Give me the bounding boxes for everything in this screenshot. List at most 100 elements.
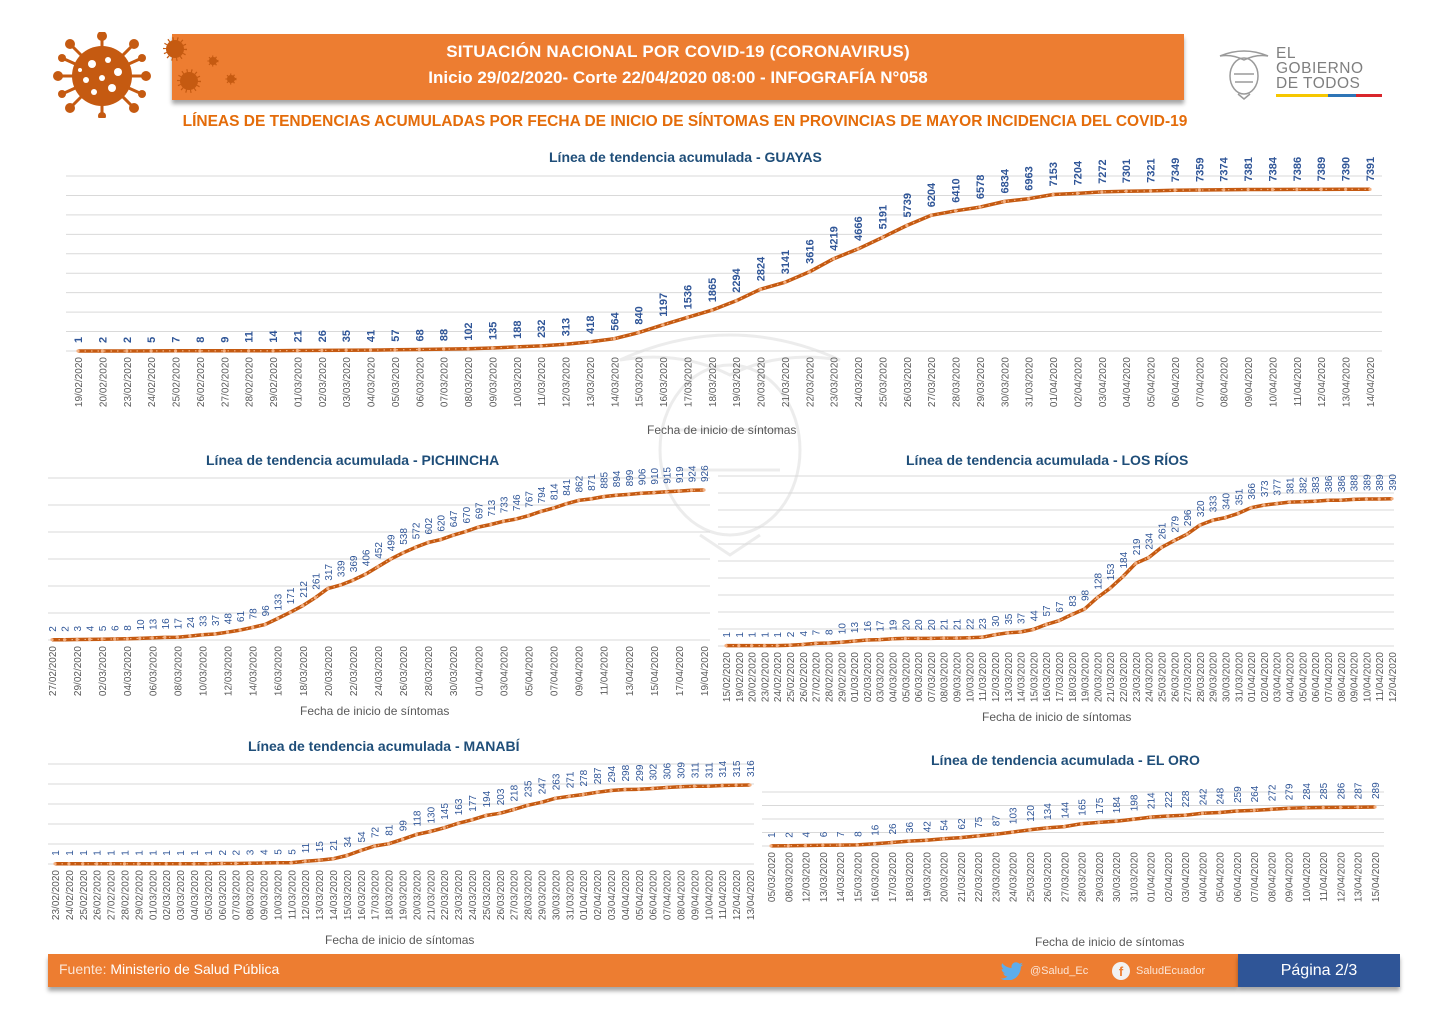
data-point: [748, 783, 752, 787]
data-label: 7153: [1048, 162, 1060, 186]
x-tick-label: 09/04/2020: [690, 870, 701, 920]
data-label: 287: [1354, 782, 1365, 799]
x-tick-label: 13/04/2020: [625, 646, 636, 696]
x-axis-title-los-rios: Fecha de inicio de síntomas: [982, 710, 1132, 724]
data-point: [498, 811, 502, 815]
x-tick-label: 03/04/2020: [1181, 852, 1192, 902]
data-label: 7272: [1097, 159, 1109, 183]
data-point: [138, 636, 142, 640]
data-point: [916, 636, 920, 641]
data-point: [637, 331, 641, 335]
data-label: 298: [621, 764, 632, 781]
data-label: 767: [525, 491, 536, 508]
twitter-icon: [1000, 962, 1023, 980]
data-label: 7381: [1243, 157, 1255, 181]
data-label: 228: [1181, 790, 1192, 807]
x-tick-label: 21/03/2020: [781, 357, 792, 407]
ecuador-coat-of-arms-icon: [1219, 50, 1269, 100]
x-tick-label: 23/03/2020: [991, 852, 1002, 902]
data-point: [609, 788, 613, 793]
data-label: 248: [1216, 787, 1227, 804]
data-point: [1097, 820, 1101, 824]
data-label: 16: [863, 620, 874, 632]
x-tick-label: 06/03/2020: [415, 357, 426, 407]
data-point: [1075, 191, 1080, 196]
gobierno-logo: EL GOBIERNO DE TODOS: [1216, 44, 1386, 106]
data-point: [959, 836, 963, 840]
x-tick-label: 05/03/2020: [391, 357, 402, 407]
x-tick-label: 17/03/2020: [371, 870, 382, 920]
x-tick-label: 14/03/2020: [329, 870, 340, 920]
x-tick-label: 16/03/2020: [274, 646, 285, 696]
series-line-dash: [726, 498, 1393, 647]
data-point: [577, 498, 581, 502]
data-label: 1: [134, 850, 145, 856]
x-tick-label: 11/03/2020: [978, 652, 989, 702]
x-tick-label: 08/04/2020: [1268, 852, 1279, 902]
facebook-link[interactable]: f SaludEcuador: [1112, 962, 1205, 980]
data-label: 13: [148, 618, 159, 630]
data-label: 1: [65, 850, 76, 856]
data-label: 22: [965, 618, 976, 630]
data-label: 48: [224, 613, 235, 625]
data-point: [275, 861, 279, 865]
x-tick-label: 23/03/2020: [830, 357, 841, 407]
x-tick-label: 30/03/2020: [1000, 357, 1011, 407]
data-label: 96: [261, 605, 272, 617]
data-point: [515, 345, 519, 349]
data-label: 7301: [1121, 159, 1133, 183]
x-tick-label: 05/04/2020: [1147, 357, 1158, 407]
data-point: [976, 834, 980, 838]
data-label: 389: [1375, 474, 1386, 491]
data-point: [62, 638, 67, 642]
data-point: [954, 636, 959, 640]
data-point: [276, 616, 280, 621]
data-point: [470, 818, 474, 822]
x-tick-label: 16/03/2020: [659, 357, 670, 407]
data-point: [512, 807, 516, 812]
x-tick-label: 10/04/2020: [704, 870, 715, 920]
data-label: 1: [121, 850, 132, 856]
data-point: [1131, 817, 1135, 821]
x-tick-label: 04/04/2020: [1286, 652, 1297, 702]
twitter-link[interactable]: @Salud_Ec: [1000, 962, 1088, 980]
data-point: [838, 843, 842, 847]
data-point: [1275, 501, 1279, 506]
data-label: 287: [593, 767, 604, 784]
data-label: 4666: [853, 216, 865, 240]
data-label: 1: [190, 850, 201, 856]
data-point: [251, 625, 255, 629]
x-tick-label: 23/03/2020: [1132, 652, 1143, 702]
data-point: [248, 861, 252, 865]
data-label: 2294: [731, 267, 743, 292]
x-tick-label: 22/03/2020: [440, 870, 451, 920]
data-point: [929, 213, 933, 217]
x-tick-label: 02/04/2020: [1260, 652, 1271, 702]
data-label: 10: [136, 619, 147, 631]
data-point: [880, 235, 885, 240]
x-tick-label: 20/02/2020: [98, 357, 109, 407]
data-point: [1134, 561, 1138, 565]
data-point: [163, 635, 167, 640]
data-label: 406: [362, 549, 373, 566]
data-label: 1: [79, 850, 90, 856]
data-point: [769, 844, 773, 848]
data-point: [1262, 503, 1266, 507]
data-point: [941, 837, 946, 841]
data-point: [225, 630, 230, 634]
series-line-dash: [78, 188, 1370, 352]
x-tick-label: 08/03/2020: [173, 646, 184, 696]
data-point: [1313, 499, 1317, 503]
x-tick-label: 08/04/2020: [1337, 652, 1348, 702]
data-label: 272: [1268, 784, 1279, 801]
data-point: [100, 349, 104, 353]
x-tick-label: 26/03/2020: [1170, 652, 1181, 702]
data-point: [737, 644, 741, 648]
x-tick-label: 05/04/2020: [635, 870, 646, 920]
data-label: 145: [440, 803, 451, 820]
data-label: 333: [1209, 495, 1220, 512]
data-point: [234, 861, 238, 866]
data-label: 3141: [780, 250, 792, 274]
data-point: [564, 502, 568, 506]
x-tick-label: 13/03/2020: [315, 870, 326, 920]
